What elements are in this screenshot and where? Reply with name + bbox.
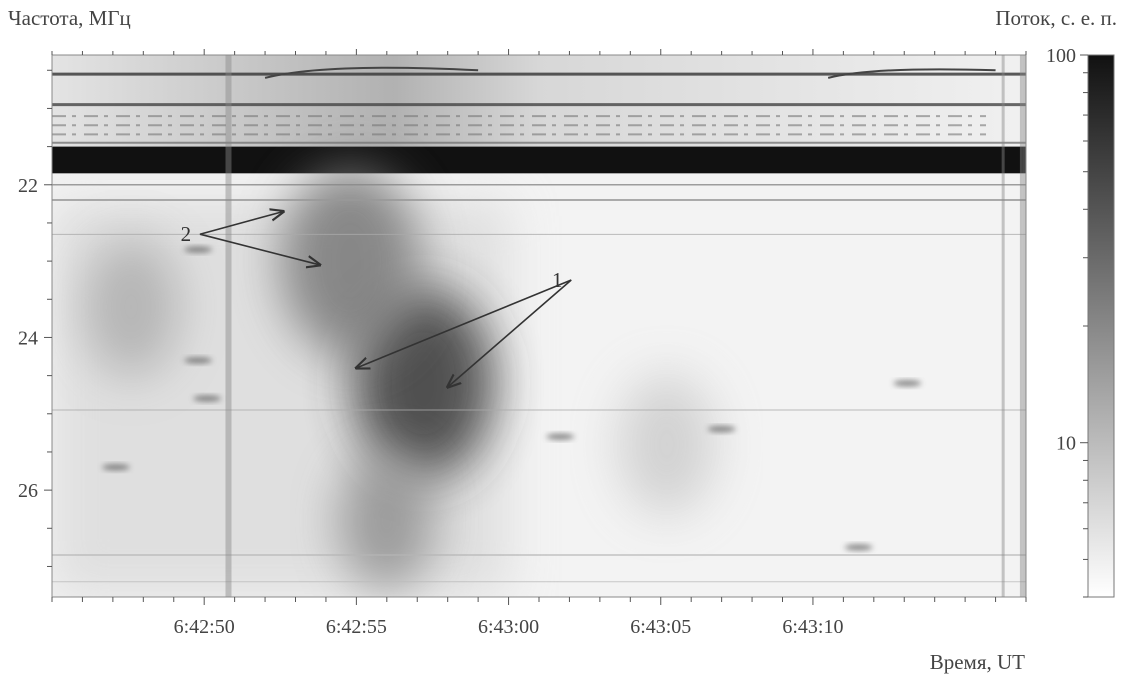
x-tick-label: 6:43:00 <box>478 616 539 638</box>
annotations: 21 <box>181 211 572 387</box>
emission-burst <box>280 166 421 357</box>
y-axis-label: Частота, МГц <box>8 6 131 30</box>
y-tick-label: 24 <box>18 327 38 349</box>
annotation-arrow <box>448 279 572 387</box>
x-axis: 6:42:50 6:42:55 6:43:00 6:43:05 6:43:10 <box>51 49 1027 638</box>
drifting-line <box>264 66 479 79</box>
x-tick-label: 6:43:10 <box>782 616 843 638</box>
emission-burst <box>83 236 180 377</box>
colorbar-gradient <box>1087 54 1115 598</box>
spike <box>193 395 222 402</box>
x-axis-label: Время, UT <box>929 650 1025 674</box>
spike <box>184 246 213 253</box>
spike <box>707 426 736 433</box>
interference-band <box>52 146 1026 174</box>
spike <box>101 464 130 471</box>
vertical-artifact <box>1019 55 1023 597</box>
spike <box>184 357 213 364</box>
spike <box>546 433 575 440</box>
annotation-arrow <box>199 211 283 235</box>
annotation-label: 2 <box>181 222 192 246</box>
x-tick-label: 6:42:55 <box>326 616 387 638</box>
spike <box>893 380 922 387</box>
drifting-line <box>827 68 996 79</box>
spectrogram-image <box>52 55 1026 597</box>
y-tick-label: 22 <box>18 175 38 197</box>
colorbar-tick-label: 10 <box>1056 433 1076 455</box>
annotation-arrow <box>356 279 572 368</box>
y-tick-label: 26 <box>18 480 38 502</box>
high-frequency-region <box>52 55 1026 147</box>
annotation-label: 1 <box>552 268 563 292</box>
y-axis: 22 24 26 <box>18 69 52 567</box>
colorbar-tick-label: 100 <box>1046 45 1076 67</box>
annotation-arrow <box>199 233 320 265</box>
vertical-artifact <box>1022 55 1026 597</box>
spike <box>844 544 873 551</box>
emission-burst <box>618 374 715 515</box>
colorbar-label: Поток, с. е. п. <box>995 6 1117 30</box>
vertical-artifact <box>1001 55 1005 597</box>
x-tick-label: 6:42:50 <box>174 616 235 638</box>
x-tick-label: 6:43:05 <box>630 616 691 638</box>
colorbar: 100 10 <box>1046 45 1115 598</box>
vertical-artifact <box>225 55 232 597</box>
emission-burst <box>338 450 435 591</box>
